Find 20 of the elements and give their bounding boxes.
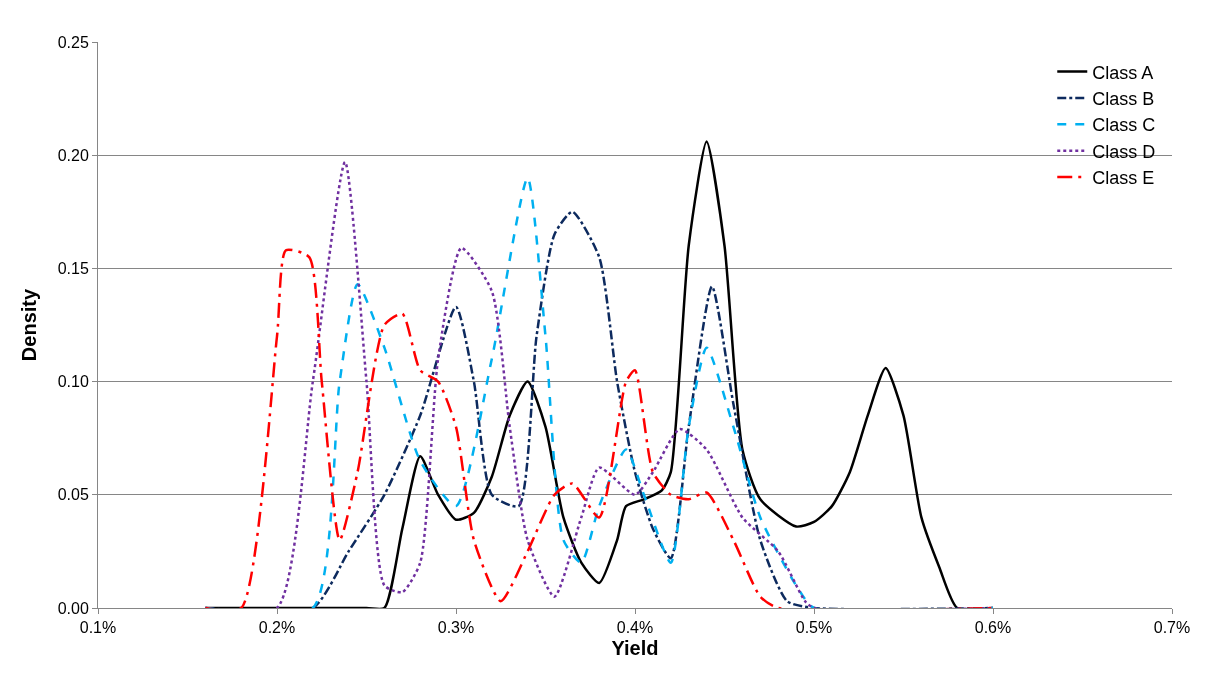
legend-label: Class B [1092, 88, 1155, 109]
x-tick-label: 0.2% [258, 619, 296, 637]
y-tick-label: 0.10 [57, 373, 89, 391]
legend-label: Class A [1092, 62, 1154, 83]
legend-label: Class C [1092, 115, 1156, 136]
x-tick-label: 0.5% [795, 619, 833, 637]
legend-label: Class E [1092, 168, 1155, 189]
y-tick-label: 0.15 [57, 260, 89, 277]
x-axis-title: Yield [611, 636, 659, 659]
x-tick-label: 0.3% [437, 619, 475, 637]
y-tick-label: 0.05 [57, 486, 89, 504]
y-tick-label: 0.00 [57, 599, 89, 617]
legend-label: Class D [1092, 141, 1156, 162]
y-tick-label: 0.25 [57, 33, 89, 51]
y-axis-title: Density [18, 288, 41, 362]
x-tick-label: 0.6% [974, 619, 1012, 637]
x-tick-label: 0.4% [616, 619, 654, 637]
x-tick-label: 0.1% [79, 619, 117, 637]
x-tick-label: 0.7% [1153, 619, 1191, 637]
y-tick-label: 0.20 [57, 146, 89, 164]
